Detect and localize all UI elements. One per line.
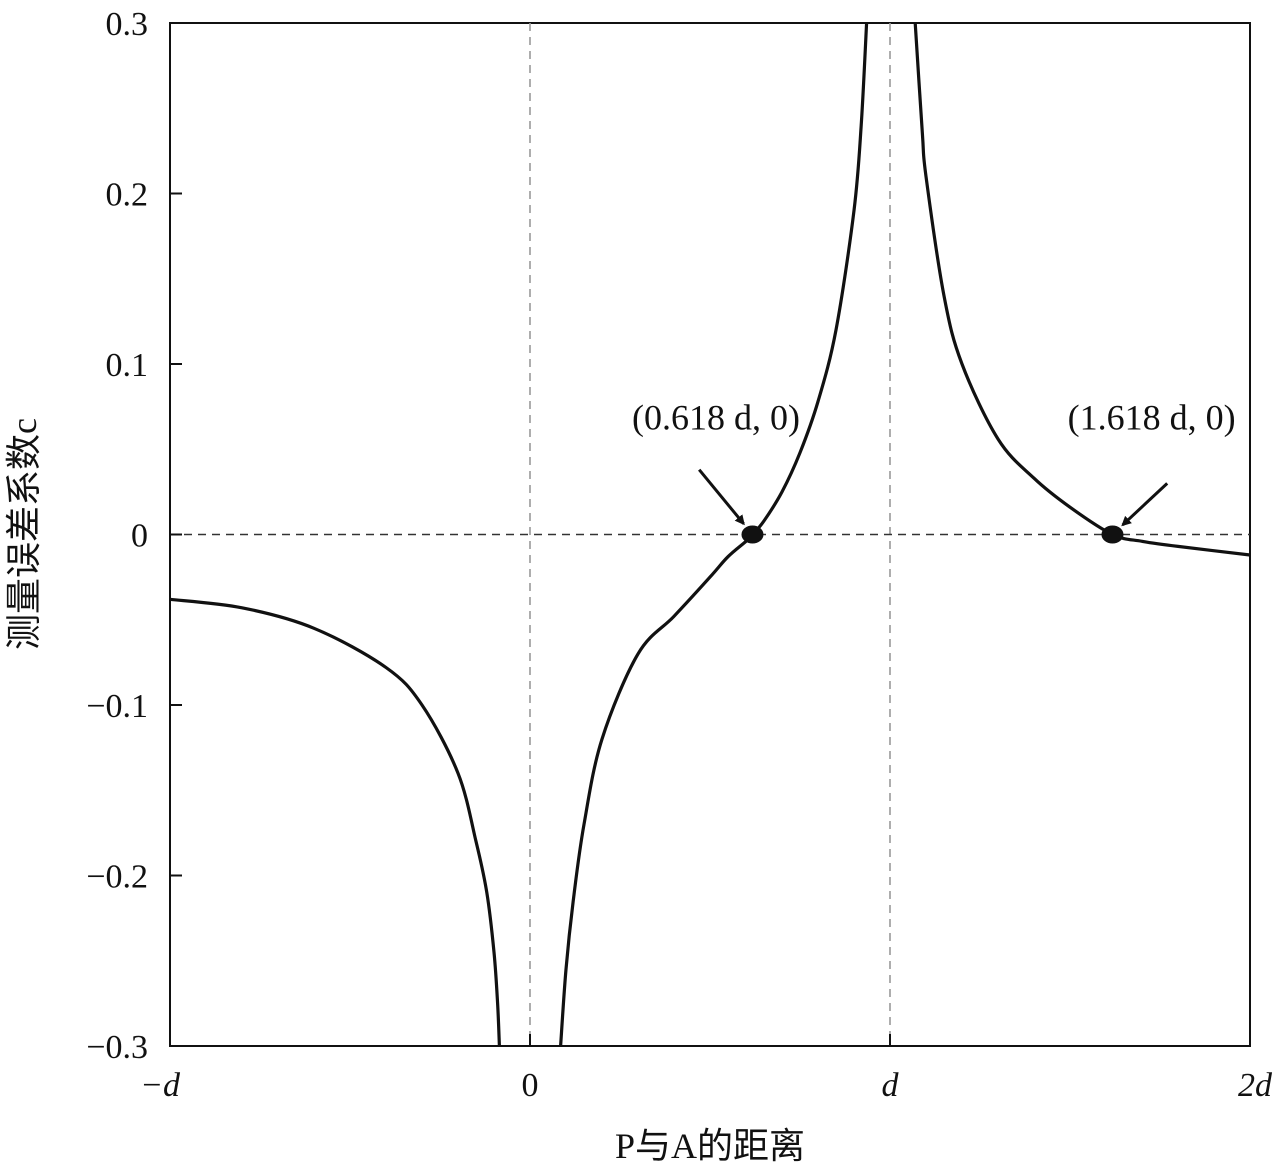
y-tick-label-4: −0.1 [86, 688, 148, 725]
series-line-segment-0 [169, 597, 501, 1047]
y-tick-label-1: 0.2 [106, 177, 149, 214]
y-tick-label-6: −0.3 [86, 1029, 148, 1066]
ticks-layer: 0.3 0.2 0.1 0 −0.1 −0.2 −0.3−d 0 d 2d [86, 6, 1273, 1104]
data-point-0 [741, 525, 764, 544]
x-axis-label: P与A的距离 [615, 1126, 805, 1166]
annotation-arrow-0 [698, 468, 745, 526]
data-point-1 [1101, 525, 1124, 544]
reference-lines [170, 23, 1250, 1046]
y-tick-label-0: 0.3 [106, 6, 149, 43]
x-tick-label-1: 0 [522, 1067, 539, 1104]
point-layer: (0.618 d, 0) (1.618 d, 0) [632, 398, 1236, 544]
y-tick-label-2: 0.1 [106, 347, 149, 384]
y-tick-label-5: −0.2 [86, 859, 148, 896]
x-tick-label-3: 2d [1238, 1067, 1273, 1104]
series-line-segment-2 [913, 22, 1251, 557]
annotation-label-0: (0.618 d, 0) [632, 398, 800, 438]
x-tick-label-0: −d [140, 1067, 181, 1104]
y-axis-label: 测量误差系数c [4, 418, 44, 650]
y-tick-label-3: 0 [131, 518, 148, 555]
annotation-label-1: (1.618 d, 0) [1068, 398, 1236, 438]
annotation-arrow-1 [1121, 482, 1169, 527]
x-tick-label-2: d [882, 1067, 900, 1104]
